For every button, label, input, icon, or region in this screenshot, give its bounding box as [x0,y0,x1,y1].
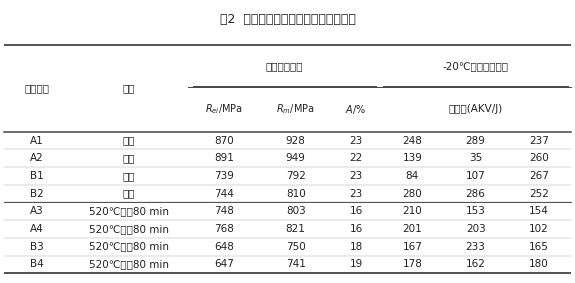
Text: 167: 167 [402,242,422,252]
Text: 轧态: 轧态 [122,188,135,199]
Text: 233: 233 [466,242,486,252]
Text: 267: 267 [529,171,549,181]
Text: 表2  试验钢板不同工艺的性能检测结果: 表2 试验钢板不同工艺的性能检测结果 [220,13,355,25]
Text: $A$/%: $A$/% [346,103,366,116]
Text: 648: 648 [214,242,234,252]
Text: 928: 928 [286,136,306,145]
Text: 870: 870 [214,136,234,145]
Text: 520℃回火80 min: 520℃回火80 min [89,259,168,269]
Text: 210: 210 [402,206,422,216]
Text: $R_{el}$/MPa: $R_{el}$/MPa [205,102,243,116]
Text: 520℃回火80 min: 520℃回火80 min [89,206,168,216]
Text: B3: B3 [30,242,44,252]
Text: 647: 647 [214,259,234,269]
Text: 107: 107 [466,171,485,181]
Text: 16: 16 [350,206,363,216]
Text: 741: 741 [286,259,306,269]
Text: 289: 289 [466,136,486,145]
Text: 19: 19 [350,259,363,269]
Text: 153: 153 [466,206,486,216]
Text: A2: A2 [30,153,44,163]
Text: 286: 286 [466,188,486,199]
Text: 280: 280 [402,188,422,199]
Text: 钢板试样: 钢板试样 [24,83,49,93]
Text: 520℃回火80 min: 520℃回火80 min [89,224,168,234]
Text: 139: 139 [402,153,422,163]
Text: -20℃冲击（纵向）: -20℃冲击（纵向） [443,61,509,71]
Text: 102: 102 [529,224,549,234]
Text: 949: 949 [286,153,306,163]
Text: B4: B4 [30,259,44,269]
Text: 520℃回火80 min: 520℃回火80 min [89,242,168,252]
Text: 轧态: 轧态 [122,153,135,163]
Text: 739: 739 [214,171,234,181]
Text: 冲击功(AKV/J): 冲击功(AKV/J) [448,104,503,114]
Text: 748: 748 [214,206,234,216]
Text: 84: 84 [405,171,419,181]
Text: 252: 252 [529,188,549,199]
Text: 891: 891 [214,153,234,163]
Text: 237: 237 [529,136,549,145]
Text: 拉伸（横向）: 拉伸（横向） [266,61,303,71]
Text: 260: 260 [529,153,549,163]
Text: 165: 165 [529,242,549,252]
Text: 23: 23 [350,188,363,199]
Text: 23: 23 [350,171,363,181]
Text: B1: B1 [30,171,44,181]
Text: 22: 22 [350,153,363,163]
Text: 803: 803 [286,206,305,216]
Text: 轧态: 轧态 [122,136,135,145]
Text: 248: 248 [402,136,422,145]
Text: 162: 162 [466,259,486,269]
Text: A4: A4 [30,224,44,234]
Text: 744: 744 [214,188,234,199]
Text: 轧态: 轧态 [122,171,135,181]
Text: 201: 201 [402,224,422,234]
Text: 180: 180 [529,259,549,269]
Text: 18: 18 [350,242,363,252]
Text: 792: 792 [286,171,306,181]
Text: 750: 750 [286,242,305,252]
Text: 23: 23 [350,136,363,145]
Text: 810: 810 [286,188,305,199]
Text: 768: 768 [214,224,234,234]
Text: 178: 178 [402,259,422,269]
Text: B2: B2 [30,188,44,199]
Text: 工艺: 工艺 [122,83,135,93]
Text: 154: 154 [529,206,549,216]
Text: A3: A3 [30,206,44,216]
Text: 35: 35 [469,153,482,163]
Text: A1: A1 [30,136,44,145]
Text: $R_{m}$/MPa: $R_{m}$/MPa [277,102,315,116]
Text: 203: 203 [466,224,485,234]
Text: 16: 16 [350,224,363,234]
Text: 821: 821 [286,224,306,234]
